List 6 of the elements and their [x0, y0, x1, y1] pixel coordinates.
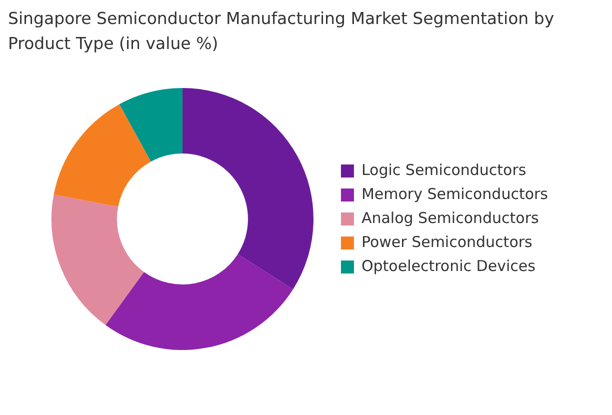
legend-label: Logic Semiconductors [361, 160, 526, 179]
legend-label: Memory Semiconductors [361, 184, 548, 203]
legend-label: Analog Semiconductors [361, 208, 540, 227]
chart-title: Singapore Semiconductor Manufacturing Market Segmentation by Product Type (in value %) [8, 8, 556, 55]
legend-label: Power Semiconductors [361, 232, 533, 251]
legend-label: Optoelectronic Devices [361, 256, 536, 275]
